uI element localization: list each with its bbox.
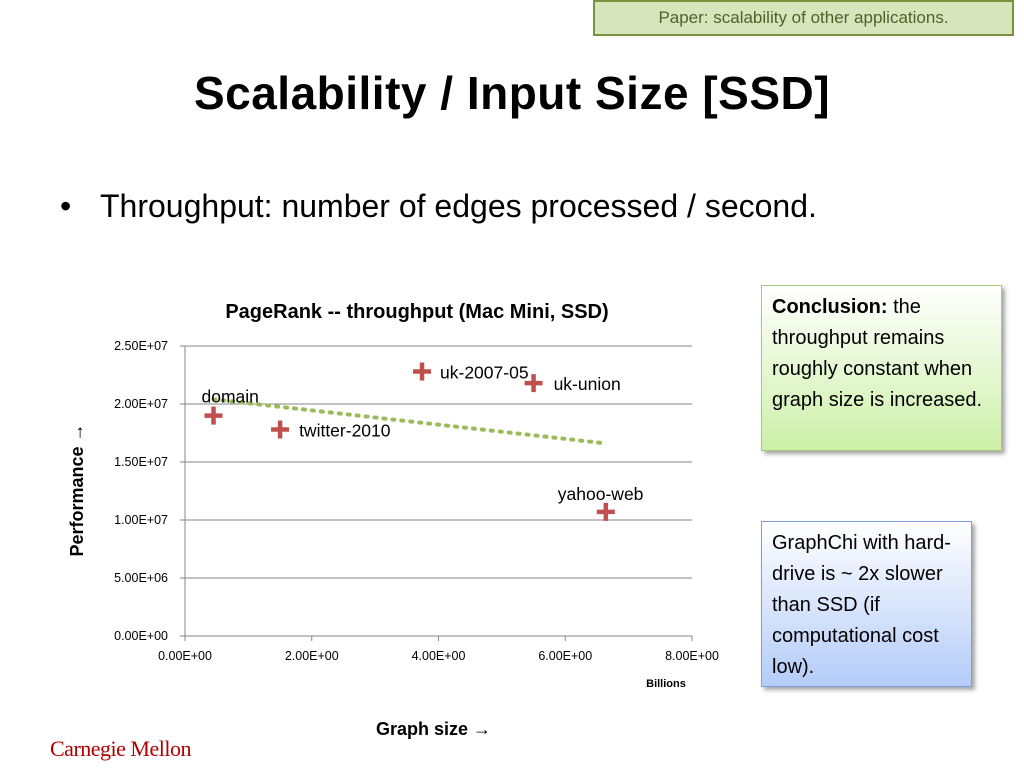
x-axis-title: Graph size →	[376, 719, 491, 739]
paper-tag-box: Paper: scalability of other applications…	[593, 0, 1014, 36]
y-tick-label: 1.00E+07	[114, 513, 168, 527]
y-tick-label: 5.00E+06	[114, 571, 168, 585]
y-tick-label: 1.50E+07	[114, 455, 168, 469]
conclusion-text: the throughput remains roughly constant …	[772, 296, 983, 411]
x-tick-label: 4.00E+00	[412, 649, 466, 663]
slide-title: Scalability / Input Size [SSD]	[193, 67, 831, 119]
data-point-label: uk-union	[554, 374, 621, 394]
pagerank-throughput-chart: PageRank -- throughput (Mac Mini, SSD) 0.…	[67, 301, 719, 739]
y-tick-label: 0.00E+00	[114, 629, 168, 643]
trendline	[211, 397, 608, 446]
x-tick-label: 8.00E+00	[665, 649, 719, 663]
data-point-label: twitter-2010	[299, 421, 391, 441]
data-point-label: domain	[202, 387, 259, 407]
conclusion-note: Conclusion: the throughput remains rough…	[761, 285, 1002, 451]
x-unit-label: Billions	[646, 678, 686, 690]
x-tick-label: 2.00E+00	[285, 649, 339, 663]
bullet-dot-icon: •	[60, 188, 72, 224]
carnegie-mellon-logo: Carnegie Mellon	[50, 736, 191, 761]
bullet-text: Throughput: number of edges processed / …	[100, 188, 817, 224]
x-tick-label: 6.00E+00	[538, 649, 592, 663]
y-axis-title: Performance →	[67, 423, 87, 556]
data-point-label: yahoo-web	[558, 484, 644, 504]
y-tick-label: 2.50E+07	[114, 339, 168, 353]
graphchi-note: GraphChi with hard-drive is ~ 2x slower …	[761, 521, 972, 687]
paper-tag-text: Paper: scalability of other applications…	[658, 8, 949, 27]
chart-title: PageRank -- throughput (Mac Mini, SSD)	[225, 301, 608, 323]
conclusion-label: Conclusion:	[772, 296, 888, 318]
x-tick-label: 0.00E+00	[158, 649, 212, 663]
graphchi-text: GraphChi with hard-drive is ~ 2x slower …	[772, 532, 951, 678]
y-tick-label: 2.00E+07	[114, 397, 168, 411]
data-point-label: uk-2007-05	[440, 363, 529, 383]
bullet-item: • Throughput: number of edges processed …	[60, 188, 817, 225]
